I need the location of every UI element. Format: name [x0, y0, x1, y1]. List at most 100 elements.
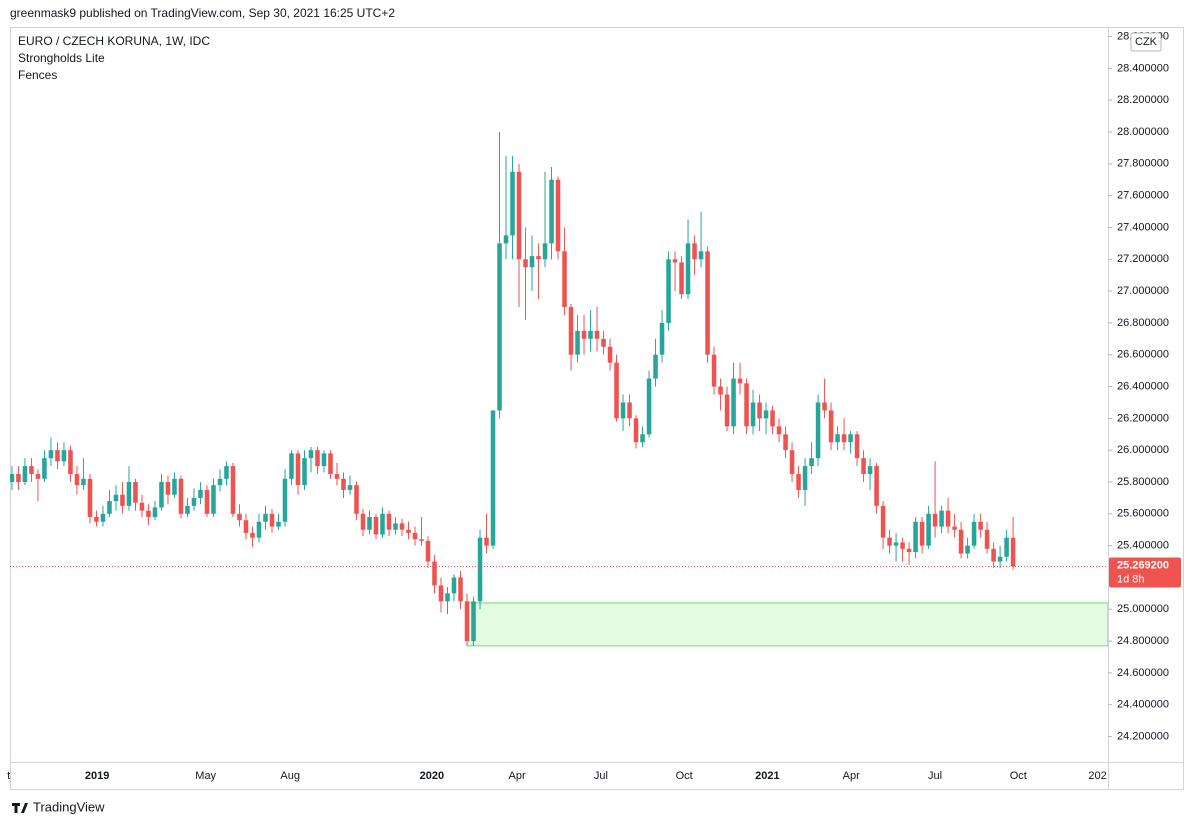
candle-body — [152, 507, 158, 517]
candle-body — [516, 171, 522, 260]
candle-body — [640, 434, 645, 443]
candle-body — [1010, 537, 1016, 567]
candle-body — [984, 529, 990, 549]
candle-body — [503, 235, 509, 244]
candle-body — [438, 585, 444, 602]
candle-body — [802, 466, 808, 490]
candle-body — [711, 354, 717, 387]
candle-body — [354, 485, 359, 514]
candle-body — [555, 179, 561, 252]
candle-body — [243, 520, 249, 533]
candle-body — [679, 262, 684, 295]
candle-body — [393, 523, 398, 530]
candle-body — [731, 378, 736, 427]
candle-body — [256, 521, 262, 538]
logo-icon — [12, 803, 28, 813]
candle-body — [172, 478, 177, 495]
candle-body — [997, 556, 1003, 562]
candle-body — [906, 548, 912, 552]
candle-body — [191, 497, 197, 506]
indicator-label: Strongholds Lite — [18, 51, 105, 65]
candle-body — [87, 478, 93, 517]
candle-body — [562, 251, 567, 307]
candle-body — [672, 259, 678, 263]
candle-body — [809, 458, 814, 467]
candle-body — [653, 354, 658, 379]
candle-body — [217, 478, 223, 486]
candle-body — [159, 482, 164, 508]
candle-body — [880, 505, 886, 538]
candle-body — [510, 171, 515, 236]
candle-body — [347, 485, 353, 490]
candle-body — [484, 537, 489, 546]
footer-brand: TradingView — [33, 799, 105, 814]
candle-body — [737, 378, 743, 384]
logo: TradingView — [12, 799, 105, 814]
candle-body — [542, 243, 548, 260]
candle-body — [523, 259, 528, 268]
candle-body — [698, 251, 704, 260]
candle-body — [289, 453, 294, 479]
x-tick-label: Apr — [843, 770, 860, 782]
chart-frame — [10, 27, 1184, 790]
candle-body — [367, 517, 372, 530]
x-tick-label: t — [7, 770, 10, 782]
x-tick-label: Jul — [928, 770, 942, 782]
candle-body — [757, 402, 762, 419]
candle-body — [926, 513, 931, 546]
y-tick-label: 27.600000 — [1117, 190, 1169, 202]
candle-body — [269, 513, 275, 527]
x-tick-label: Jul — [594, 770, 608, 782]
y-tick-label: 26.000000 — [1117, 444, 1169, 456]
candle-body — [107, 501, 112, 514]
candle-body — [282, 478, 288, 522]
y-tick-label: 26.200000 — [1117, 412, 1169, 424]
candle-body — [575, 330, 580, 355]
candle-body — [425, 540, 431, 562]
candle-body — [406, 529, 411, 533]
candle-body — [386, 513, 392, 530]
x-tick-label: 202 — [1088, 770, 1106, 782]
price-tag — [1109, 557, 1181, 588]
y-tick-label: 24.600000 — [1117, 667, 1169, 679]
candle-body — [965, 545, 970, 554]
candle-body — [126, 482, 132, 506]
axes: 24.200000 24.400000 24.600000 24.800000 25.0… — [7, 30, 1181, 782]
bar-countdown: 1d 8h — [1117, 573, 1145, 585]
candle-body — [94, 517, 99, 522]
candle-body — [848, 434, 853, 443]
candle-body — [165, 482, 171, 495]
candle-body — [705, 251, 710, 355]
candle-body — [549, 179, 554, 244]
y-tick-label: 27.200000 — [1117, 253, 1169, 265]
candle-body — [315, 450, 320, 467]
candle-body — [81, 478, 86, 486]
candle-body — [607, 346, 613, 363]
y-tick-label: 24.200000 — [1117, 730, 1169, 742]
y-tick-label: 24.400000 — [1117, 699, 1169, 711]
candle-body — [568, 307, 574, 355]
candle-body — [991, 548, 996, 562]
y-tick-label: 27.000000 — [1117, 285, 1169, 297]
candle-body — [763, 410, 769, 419]
candle-body — [380, 513, 385, 535]
candle-body — [120, 494, 125, 506]
candle-body — [627, 402, 632, 419]
candle-body — [48, 450, 54, 459]
candle-body — [828, 410, 834, 443]
candle-body — [646, 378, 652, 435]
candle-body — [55, 450, 60, 462]
candle-body — [945, 510, 951, 527]
y-tick-label: 25.400000 — [1117, 540, 1169, 552]
candle-body — [445, 593, 450, 602]
candle-body — [581, 330, 587, 339]
candle-body — [139, 502, 145, 511]
candle-body — [321, 453, 327, 467]
candle-body — [419, 539, 424, 541]
candle-body — [893, 542, 899, 546]
candle-body — [308, 450, 314, 459]
candle-body — [750, 402, 756, 427]
candle-body — [490, 410, 496, 546]
y-tick-label: 26.600000 — [1117, 349, 1169, 361]
plot-area — [10, 132, 1108, 647]
